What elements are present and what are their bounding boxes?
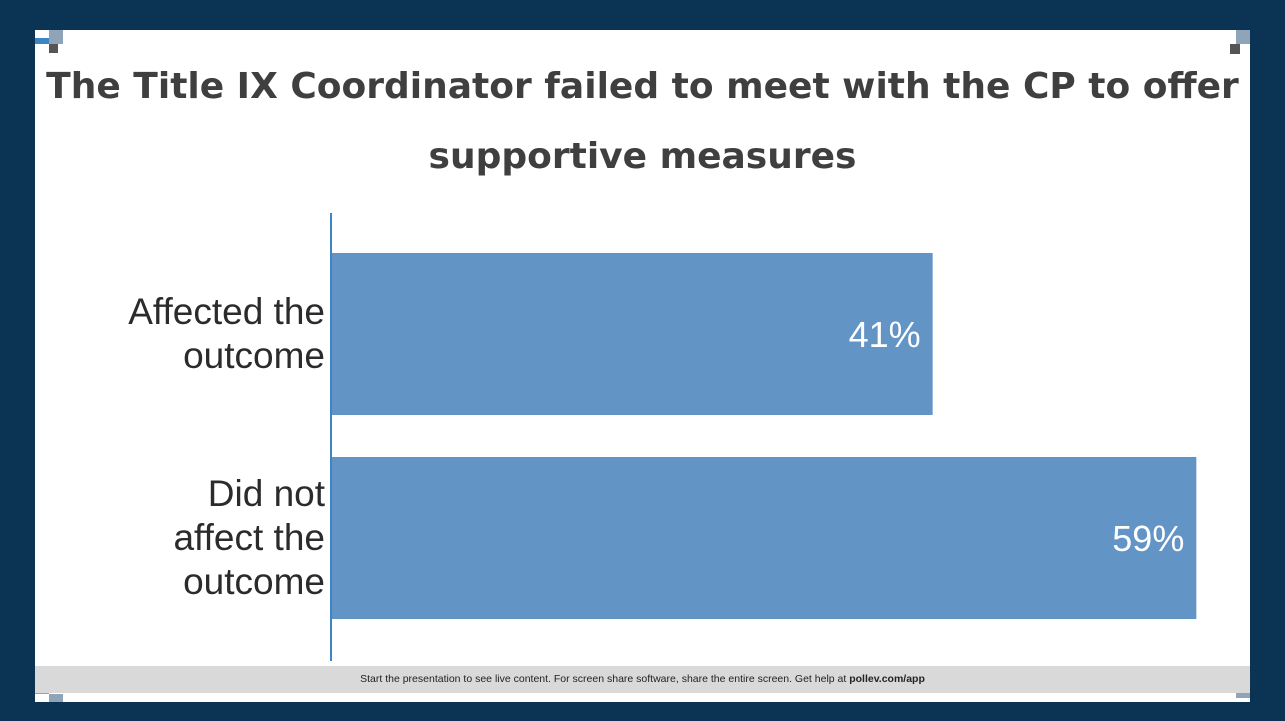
category-label-line: Affected the bbox=[128, 291, 325, 332]
data-label-2: 59% bbox=[1112, 518, 1184, 559]
corner-decoration-top-left bbox=[35, 30, 75, 70]
category-label-2: Did not affect the outcome bbox=[35, 472, 325, 604]
bar-chart-canvas: 41% 59% bbox=[330, 213, 1197, 661]
data-label-1: 41% bbox=[849, 314, 921, 355]
slide: The Title IX Coordinator failed to meet … bbox=[35, 30, 1250, 702]
bar-chart: 41% 59% Affected the outcome Did not affect … bbox=[35, 205, 1250, 665]
category-label-line: affect the bbox=[173, 517, 325, 558]
bar-1 bbox=[332, 253, 933, 415]
bar-2 bbox=[332, 457, 1197, 619]
footer-bar: Start the presentation to see live conte… bbox=[35, 666, 1250, 693]
slide-title: The Title IX Coordinator failed to meet … bbox=[46, 66, 1239, 177]
category-label-line: outcome bbox=[183, 335, 325, 376]
corner-decoration-top-right bbox=[1210, 30, 1250, 70]
category-label-line: Did not bbox=[207, 473, 325, 514]
footer-text: Start the presentation to see live conte… bbox=[360, 673, 850, 685]
category-label-1: Affected the outcome bbox=[35, 290, 325, 378]
footer-link[interactable]: pollev.com/app bbox=[849, 673, 925, 685]
category-label-line: outcome bbox=[183, 561, 325, 602]
